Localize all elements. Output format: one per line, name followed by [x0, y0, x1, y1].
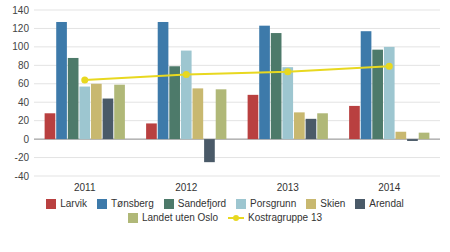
bar: [158, 22, 169, 139]
legend-line-swatch: [228, 213, 244, 223]
legend-label: Larvik: [60, 198, 87, 209]
line-marker: [183, 71, 190, 78]
legend-label: Arendal: [369, 198, 403, 209]
legend-label: Porsgrunn: [250, 198, 296, 209]
bar: [216, 89, 227, 139]
y-tick-label: -40: [15, 171, 30, 182]
legend-marker: [233, 215, 239, 221]
bar: [361, 31, 372, 139]
grid-line: [34, 157, 440, 158]
bar: [103, 99, 114, 140]
x-tick-label: 2012: [175, 182, 198, 193]
bar: [91, 84, 102, 139]
y-tick-label: 20: [18, 115, 30, 126]
bar: [317, 113, 328, 139]
legend-item: Kostragruppe 13: [228, 212, 322, 223]
legend-label: Sandefjord: [178, 198, 226, 209]
legend-label: Skien: [320, 198, 345, 209]
marks: [45, 22, 430, 162]
legend-label: Tønsberg: [111, 198, 154, 209]
legend-item: Skien: [306, 198, 345, 209]
legend-swatch: [128, 213, 138, 223]
y-tick-label: 0: [23, 134, 29, 145]
bar: [114, 85, 125, 139]
y-tick-label: 80: [18, 60, 30, 71]
line-marker: [386, 63, 393, 70]
bar: [282, 67, 293, 139]
x-tick-label: 2013: [277, 182, 300, 193]
x-tick-label: 2014: [378, 182, 401, 193]
bar: [259, 26, 270, 139]
line-marker: [81, 77, 88, 84]
bar: [248, 95, 259, 139]
bar: [204, 139, 215, 162]
line-marker: [284, 68, 291, 75]
grid-line: [34, 10, 440, 11]
line: [85, 66, 390, 80]
bar: [396, 132, 407, 139]
bar: [419, 133, 430, 139]
bar: [146, 123, 157, 139]
legend-item: Landet uten Oslo: [128, 212, 218, 223]
grid-line: [34, 176, 440, 177]
y-tick-label: 100: [12, 41, 29, 52]
bar: [372, 50, 383, 139]
legend-item: Arendal: [355, 198, 403, 209]
bar: [79, 87, 90, 140]
y-tick-label: 120: [12, 23, 29, 34]
bar: [407, 139, 418, 141]
grid: [34, 10, 440, 176]
legend-item: Tønsberg: [97, 198, 154, 209]
bar: [384, 47, 395, 139]
legend-swatch: [355, 199, 365, 209]
legend-swatch: [236, 199, 246, 209]
grid-line: [34, 46, 440, 47]
bar: [349, 106, 360, 139]
x-tick-label: 2011: [74, 182, 96, 193]
legend-item: Porsgrunn: [236, 198, 296, 209]
bar: [271, 33, 282, 139]
bar: [193, 88, 204, 139]
grid-line: [34, 28, 440, 29]
bar: [169, 66, 180, 139]
bar: [306, 119, 317, 139]
legend-label: Kostragruppe 13: [248, 212, 322, 223]
legend-swatch: [164, 199, 174, 209]
legend-swatch: [306, 199, 316, 209]
y-tick-label: 60: [18, 78, 30, 89]
bar: [56, 22, 67, 139]
bar: [68, 58, 79, 139]
legend-swatch: [97, 199, 107, 209]
legend-swatch: [46, 199, 56, 209]
y-tick-label: -20: [15, 152, 30, 163]
legend-item: Larvik: [46, 198, 87, 209]
y-tick-label: 140: [12, 5, 29, 16]
bar: [45, 113, 56, 139]
legend-label: Landet uten Oslo: [142, 212, 218, 223]
y-tick-label: 40: [18, 97, 30, 108]
legend-item: Sandefjord: [164, 198, 226, 209]
bar: [294, 112, 305, 139]
bar: [181, 51, 192, 140]
legend: Larvik Tønsberg Sandefjord Porsgrunn Skien Ar…: [5, 198, 445, 223]
